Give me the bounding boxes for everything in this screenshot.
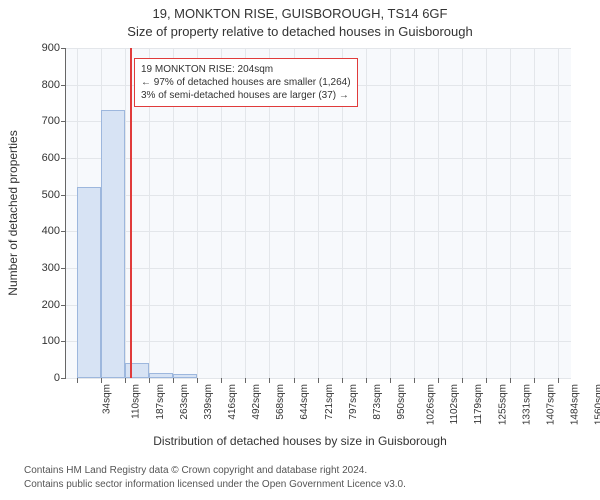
gridline-v	[510, 48, 511, 378]
x-tick-label: 187sqm	[155, 384, 166, 420]
chart-container: 19, MONKTON RISE, GUISBOROUGH, TS14 6GF …	[0, 0, 600, 500]
x-tick-label: 1179sqm	[473, 384, 484, 424]
attribution-line2: Contains public sector information licen…	[24, 478, 600, 492]
x-axis-label: Distribution of detached houses by size …	[0, 434, 600, 448]
y-axis-label: Number of detached properties	[6, 130, 20, 295]
callout-line3: 3% of semi-detached houses are larger (3…	[141, 89, 351, 102]
x-tick-label: 1255sqm	[498, 384, 509, 425]
chart-attribution: Contains HM Land Registry data © Crown c…	[24, 464, 600, 491]
x-tick-label: 492sqm	[251, 384, 262, 420]
marker-line	[130, 48, 132, 378]
x-tick-label: 1484sqm	[570, 384, 581, 425]
gridline-v	[438, 48, 439, 378]
x-tick-label: 1102sqm	[449, 384, 460, 424]
gridline-v	[414, 48, 415, 378]
gridline-v	[558, 48, 559, 378]
x-tick-label: 1560sqm	[594, 384, 600, 425]
gridline-v	[462, 48, 463, 378]
callout-line1: 19 MONKTON RISE: 204sqm	[141, 63, 351, 76]
x-tick-label: 644sqm	[299, 384, 310, 420]
x-tick-label: 1331sqm	[522, 384, 533, 425]
x-tick-label: 34sqm	[101, 384, 112, 414]
plot-area: 19 MONKTON RISE: 204sqm ← 97% of detache…	[65, 48, 571, 379]
gridline-v	[390, 48, 391, 378]
x-tick-label: 110sqm	[130, 384, 141, 419]
x-tick-label: 950sqm	[396, 384, 407, 420]
callout-line2: ← 97% of detached houses are smaller (1,…	[141, 76, 351, 89]
attribution-line1: Contains HM Land Registry data © Crown c…	[24, 464, 600, 478]
x-tick-label: 873sqm	[372, 384, 383, 420]
histogram-bar	[77, 187, 101, 378]
histogram-bar	[173, 374, 197, 378]
x-tick-label: 721sqm	[324, 384, 335, 420]
x-tick-label: 797sqm	[348, 384, 359, 420]
gridline-v	[486, 48, 487, 378]
gridline-v	[534, 48, 535, 378]
histogram-bar	[149, 373, 173, 379]
x-tick-label: 1026sqm	[425, 384, 436, 425]
x-tick-label: 339sqm	[203, 384, 214, 420]
callout-box: 19 MONKTON RISE: 204sqm ← 97% of detache…	[134, 58, 358, 107]
x-tick-label: 1407sqm	[546, 384, 557, 425]
chart-title-line2: Size of property relative to detached ho…	[0, 24, 600, 39]
chart-title-line1: 19, MONKTON RISE, GUISBOROUGH, TS14 6GF	[0, 6, 600, 21]
x-tick-label: 263sqm	[179, 384, 190, 420]
gridline-v	[366, 48, 367, 378]
histogram-bar	[101, 110, 125, 378]
gridline-v	[125, 48, 126, 378]
x-tick-label: 416sqm	[227, 384, 238, 420]
histogram-bar	[125, 363, 149, 378]
x-tick-label: 568sqm	[275, 384, 286, 420]
